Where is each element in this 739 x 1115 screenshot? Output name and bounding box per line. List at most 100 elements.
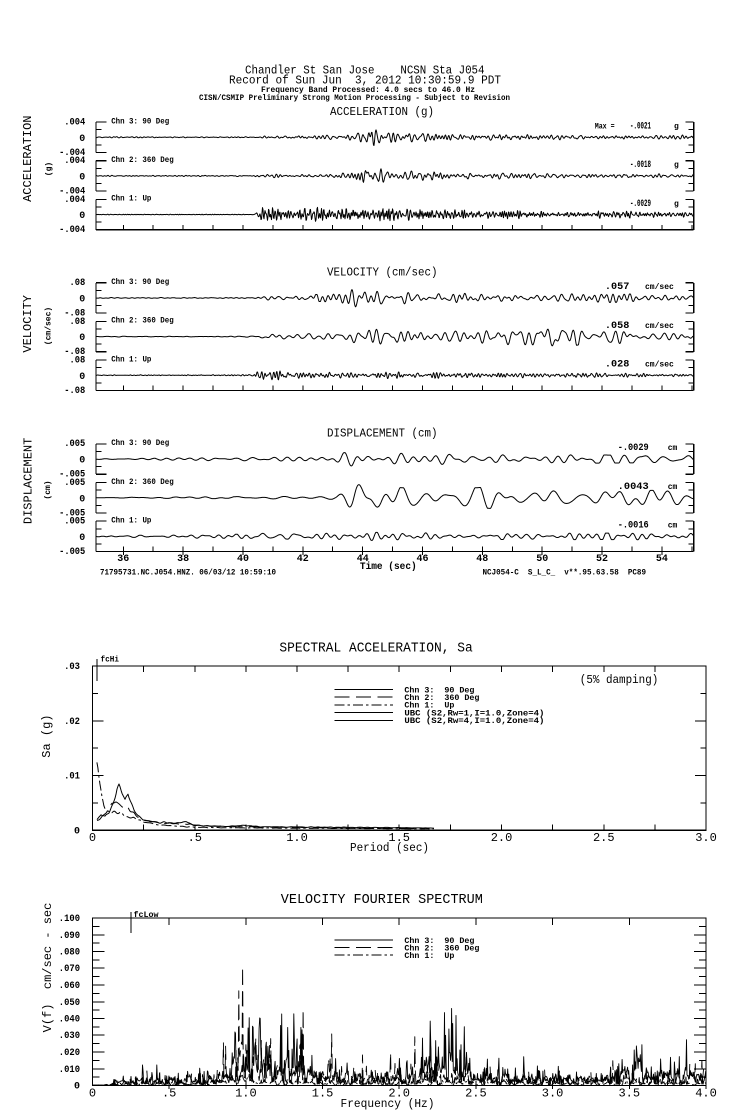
svg-text:(g): (g) xyxy=(45,162,54,176)
svg-text:VELOCITY (cm/sec): VELOCITY (cm/sec) xyxy=(327,265,438,279)
svg-text:.005: .005 xyxy=(64,439,85,450)
svg-text:Chn 3: 90 Deg: Chn 3: 90 Deg xyxy=(111,117,169,126)
svg-text:UBC (S2,Rw=4,I=1.0,Zone=4): UBC (S2,Rw=4,I=1.0,Zone=4) xyxy=(404,717,544,726)
svg-text:44: 44 xyxy=(357,554,369,565)
svg-text:.005: .005 xyxy=(64,478,85,489)
svg-text:40: 40 xyxy=(237,554,249,565)
svg-text:.01: .01 xyxy=(64,772,80,783)
svg-text:1.5: 1.5 xyxy=(388,831,410,845)
svg-text:-.004: -.004 xyxy=(59,187,85,198)
svg-text:CISN/CSMIP Preliminary Strong: CISN/CSMIP Preliminary Strong Motion Pro… xyxy=(199,94,510,103)
svg-text:2.0: 2.0 xyxy=(388,1087,410,1101)
svg-text:3.5: 3.5 xyxy=(618,1087,640,1101)
svg-text:Chn 2: 360 Deg: Chn 2: 360 Deg xyxy=(111,317,174,326)
svg-text:46: 46 xyxy=(416,554,428,565)
svg-text:cm: cm xyxy=(668,444,678,453)
svg-text:.5: .5 xyxy=(188,831,202,845)
svg-text:-.004: -.004 xyxy=(59,225,85,236)
svg-text:fcHi: fcHi xyxy=(101,656,120,665)
svg-text:-.0029: -.0029 xyxy=(618,443,649,454)
svg-text:DISPLACEMENT: DISPLACEMENT xyxy=(21,438,35,524)
svg-text:52: 52 xyxy=(596,554,608,565)
svg-text:Time (sec): Time (sec) xyxy=(360,561,417,573)
svg-text:Period (sec): Period (sec) xyxy=(350,841,429,855)
svg-text:.050: .050 xyxy=(59,998,80,1009)
svg-text:-.08: -.08 xyxy=(64,386,85,397)
svg-text:.08: .08 xyxy=(70,278,86,289)
svg-text:.028: .028 xyxy=(605,359,630,370)
svg-text:SPECTRAL ACCELERATION, Sa: SPECTRAL ACCELERATION, Sa xyxy=(279,642,472,657)
svg-text:Chn 1: Up: Chn 1: Up xyxy=(111,195,151,204)
svg-text:.0043: .0043 xyxy=(618,482,649,493)
svg-text:0: 0 xyxy=(79,494,85,505)
svg-text:48: 48 xyxy=(476,554,488,565)
svg-text:Chn 1: Up: Chn 1: Up xyxy=(404,952,454,961)
svg-text:cm: cm xyxy=(668,522,678,531)
svg-text:.057: .057 xyxy=(605,282,630,293)
svg-text:.02: .02 xyxy=(64,717,80,728)
svg-text:.030: .030 xyxy=(59,1031,80,1042)
svg-text:.070: .070 xyxy=(59,964,80,975)
svg-text:1.0: 1.0 xyxy=(286,831,308,845)
svg-text:Record of Sun Jun 3, 2012 10:: Record of Sun Jun 3, 2012 10:30:59.9 PDT xyxy=(229,74,501,88)
svg-text:Chn 2: 360 Deg: Chn 2: 360 Deg xyxy=(404,944,479,953)
svg-text:.004: .004 xyxy=(64,156,85,167)
svg-text:.004: .004 xyxy=(64,195,85,206)
svg-text:3.0: 3.0 xyxy=(695,831,717,845)
svg-text:.060: .060 xyxy=(59,981,80,992)
svg-text:-.08: -.08 xyxy=(64,309,85,320)
svg-text:.090: .090 xyxy=(59,931,80,942)
svg-text:0: 0 xyxy=(79,211,85,222)
svg-text:0: 0 xyxy=(89,831,96,845)
svg-text:ACCELERATION (g): ACCELERATION (g) xyxy=(330,105,434,119)
svg-text:.080: .080 xyxy=(59,948,80,959)
svg-text:.040: .040 xyxy=(59,1015,80,1026)
svg-text:.100: .100 xyxy=(59,914,80,925)
svg-text:2.0: 2.0 xyxy=(491,831,513,845)
svg-text:VELOCITY: VELOCITY xyxy=(21,295,35,353)
svg-text:2.5: 2.5 xyxy=(593,831,615,845)
svg-text:NCJ054-C S_L_C_ v**.95.63.58: NCJ054-C S_L_C_ v**.95.63.58 PC89 xyxy=(483,569,647,578)
svg-text:0: 0 xyxy=(79,456,85,467)
svg-text:.004: .004 xyxy=(64,118,85,129)
svg-text:-.0018: -.0018 xyxy=(630,160,651,171)
svg-text:Chn 1: Up: Chn 1: Up xyxy=(404,702,454,711)
svg-text:2.5: 2.5 xyxy=(465,1087,487,1101)
svg-text:4.0: 4.0 xyxy=(695,1087,717,1101)
svg-text:-.0016: -.0016 xyxy=(618,521,649,532)
svg-text:(cm): (cm) xyxy=(44,480,53,499)
svg-text:-.0029: -.0029 xyxy=(630,199,651,210)
svg-text:(cm/sec): (cm/sec) xyxy=(44,307,53,345)
svg-text:Chn 3: 90 Deg: Chn 3: 90 Deg xyxy=(111,439,169,448)
svg-text:Chn 3: 90 Deg: Chn 3: 90 Deg xyxy=(404,937,474,946)
svg-text:.010: .010 xyxy=(59,1065,80,1076)
svg-text:0: 0 xyxy=(79,134,85,145)
svg-text:Chn 2: 360 Deg: Chn 2: 360 Deg xyxy=(111,478,174,487)
svg-text:ACCELERATION: ACCELERATION xyxy=(21,115,35,201)
svg-text:cm/sec: cm/sec xyxy=(645,322,674,331)
svg-text:Chn 3: 90 Deg: Chn 3: 90 Deg xyxy=(404,686,474,695)
svg-text:Frequency (Hz): Frequency (Hz) xyxy=(341,1097,435,1111)
svg-text:54: 54 xyxy=(656,554,668,565)
svg-text:(5% damping): (5% damping) xyxy=(580,673,659,687)
svg-text:.08: .08 xyxy=(70,317,86,328)
svg-text:71795731.NC.J054.HNZ. 06/03/12: 71795731.NC.J054.HNZ. 06/03/12 10:59:10 xyxy=(100,569,276,578)
svg-text:V(f) cm/sec - sec: V(f) cm/sec - sec xyxy=(41,903,55,1033)
svg-text:Frequency Band Processed: 4.0: Frequency Band Processed: 4.0 secs to 46… xyxy=(261,86,475,95)
svg-text:g: g xyxy=(674,161,679,170)
svg-text:50: 50 xyxy=(536,554,548,565)
svg-text:-.005: -.005 xyxy=(59,508,85,519)
svg-text:.08: .08 xyxy=(70,355,86,366)
svg-text:g: g xyxy=(674,200,679,209)
svg-text:0: 0 xyxy=(79,533,85,544)
svg-text:.020: .020 xyxy=(59,1048,80,1059)
svg-text:g: g xyxy=(674,122,679,131)
svg-text:Chn 2: 360 Deg: Chn 2: 360 Deg xyxy=(111,156,174,165)
svg-text:0: 0 xyxy=(79,372,85,383)
svg-text:Chn 1: Up: Chn 1: Up xyxy=(111,355,151,364)
svg-text:fcLow: fcLow xyxy=(134,911,159,920)
svg-text:UBC (S2,Rw=1,I=1.0,Zone=4): UBC (S2,Rw=1,I=1.0,Zone=4) xyxy=(404,709,544,718)
svg-text:cm/sec: cm/sec xyxy=(645,283,674,292)
svg-text:0: 0 xyxy=(79,295,85,306)
svg-text:-.005: -.005 xyxy=(59,547,85,558)
